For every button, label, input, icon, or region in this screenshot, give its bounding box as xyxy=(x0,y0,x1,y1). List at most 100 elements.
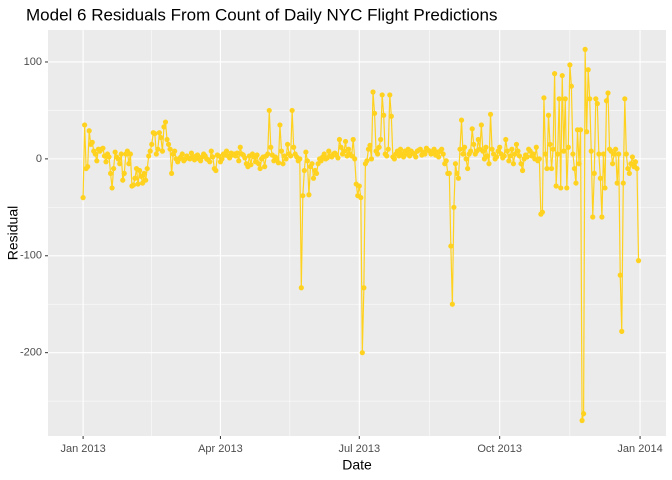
data-point xyxy=(378,136,384,143)
data-point xyxy=(587,96,593,102)
data-point xyxy=(107,170,114,177)
data-point xyxy=(489,146,495,152)
data-point xyxy=(115,156,121,162)
data-point xyxy=(367,142,373,148)
data-point xyxy=(103,159,109,165)
data-point xyxy=(599,214,605,220)
data-point xyxy=(620,180,626,186)
data-point xyxy=(89,139,95,146)
data-point xyxy=(513,141,520,147)
data-point xyxy=(568,83,574,89)
data-point xyxy=(448,243,454,249)
data-point xyxy=(611,151,617,157)
data-point xyxy=(384,153,390,159)
data-point xyxy=(547,141,553,147)
data-point xyxy=(152,131,158,137)
data-point xyxy=(156,130,162,136)
data-point xyxy=(179,151,185,157)
data-point xyxy=(635,258,642,264)
data-point xyxy=(126,161,132,167)
data-point xyxy=(536,156,542,162)
data-point xyxy=(234,150,240,156)
data-point xyxy=(92,151,98,157)
data-point xyxy=(309,161,315,167)
data-point xyxy=(304,158,311,164)
data-point xyxy=(632,159,639,165)
data-point xyxy=(436,154,442,160)
grid xyxy=(48,30,666,436)
data-point xyxy=(387,92,393,98)
x-tick-label: Jan 2013 xyxy=(60,443,105,455)
data-point xyxy=(153,151,159,157)
data-point xyxy=(541,95,547,101)
data-point xyxy=(443,158,449,164)
data-point xyxy=(439,146,445,152)
data-point xyxy=(486,161,492,167)
data-point xyxy=(603,98,610,104)
data-point xyxy=(562,96,568,102)
x-tick-label: Jan 2014 xyxy=(617,443,662,455)
data-point xyxy=(385,146,391,152)
data-point xyxy=(594,101,600,107)
data-point xyxy=(584,129,590,135)
data-point xyxy=(463,156,469,162)
data-point xyxy=(542,151,549,157)
data-point xyxy=(80,195,86,201)
data-point xyxy=(262,164,268,170)
data-point xyxy=(588,148,594,154)
data-point xyxy=(483,144,489,150)
data-point xyxy=(346,146,352,152)
data-point xyxy=(597,175,603,181)
data-point xyxy=(556,96,562,102)
data-point xyxy=(144,165,150,172)
data-point xyxy=(155,146,161,152)
data-point xyxy=(265,151,271,157)
x-tick-label: Oct 2013 xyxy=(477,443,522,455)
data-point xyxy=(596,151,602,157)
data-point xyxy=(341,148,347,154)
data-point xyxy=(158,134,164,141)
data-point xyxy=(359,350,365,356)
data-point xyxy=(475,136,481,143)
data-point xyxy=(413,154,419,160)
x-axis-title: Date xyxy=(342,457,372,473)
data-point xyxy=(361,285,367,291)
data-point xyxy=(136,167,143,174)
data-point xyxy=(336,136,343,143)
data-point xyxy=(306,192,312,198)
data-point xyxy=(379,92,385,98)
data-point xyxy=(567,62,573,68)
data-point xyxy=(591,170,597,177)
data-point xyxy=(149,141,155,147)
data-point xyxy=(298,285,304,291)
data-point xyxy=(388,113,394,119)
data-point xyxy=(147,148,153,154)
data-point xyxy=(350,136,356,143)
data-point xyxy=(497,144,503,150)
data-point xyxy=(242,155,248,161)
data-point xyxy=(471,141,477,147)
plot-panel xyxy=(48,30,666,436)
data-point xyxy=(376,144,382,150)
data-point xyxy=(143,177,149,183)
data-point xyxy=(141,170,147,177)
data-point xyxy=(391,156,397,162)
data-point xyxy=(130,182,137,188)
data-point xyxy=(561,148,567,154)
data-point xyxy=(132,175,138,181)
data-point xyxy=(236,158,242,164)
data-point xyxy=(223,148,230,154)
y-tick-label: -200 xyxy=(20,347,42,359)
data-point xyxy=(162,119,169,125)
data-point xyxy=(506,158,512,164)
data-point xyxy=(338,144,344,150)
data-point xyxy=(135,181,141,187)
data-point xyxy=(169,170,175,177)
data-point xyxy=(161,124,167,130)
data-point xyxy=(590,214,596,220)
data-point xyxy=(539,209,546,215)
data-point xyxy=(622,96,628,102)
data-point xyxy=(585,67,591,73)
data-point xyxy=(494,154,500,160)
